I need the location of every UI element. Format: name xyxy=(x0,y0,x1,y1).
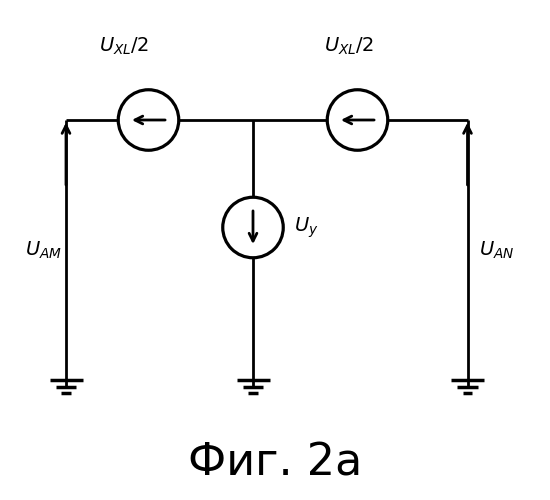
Text: $U_{XL}/2$: $U_{XL}/2$ xyxy=(99,36,148,58)
Text: $U_{y}$: $U_{y}$ xyxy=(294,215,319,240)
Text: $U_{AN}$: $U_{AN}$ xyxy=(479,240,514,260)
Text: Фиг. 2а: Фиг. 2а xyxy=(188,442,362,485)
Text: $U_{XL}/2$: $U_{XL}/2$ xyxy=(324,36,374,58)
Text: $U_{AM}$: $U_{AM}$ xyxy=(25,240,62,260)
